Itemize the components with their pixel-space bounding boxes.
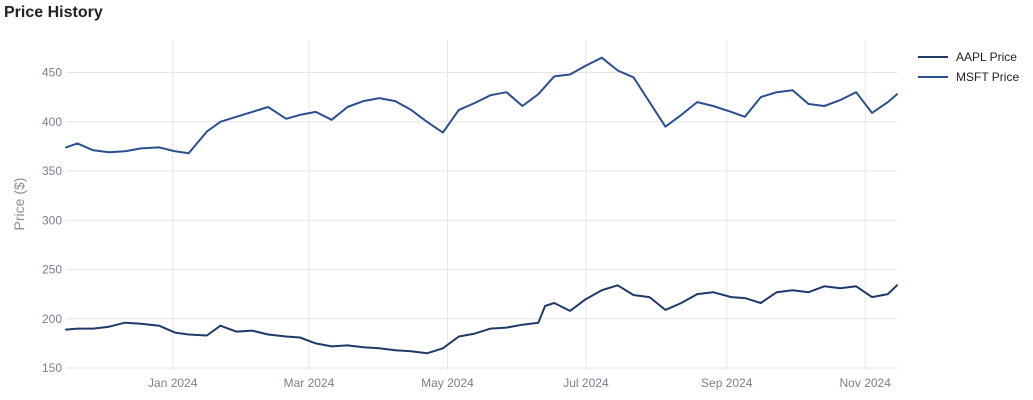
- y-tick-label: 300: [42, 213, 62, 227]
- grid-layer: [66, 40, 897, 370]
- series-layer: [65, 56, 898, 355]
- y-tick-label: 200: [42, 312, 62, 326]
- series-line-msft-price: [65, 56, 898, 155]
- legend: AAPL Price MSFT Price: [918, 47, 1019, 87]
- legend-item-aapl-price[interactable]: AAPL Price: [918, 47, 1019, 67]
- x-tick-label: Nov 2024: [840, 376, 892, 390]
- y-tick-label: 350: [42, 164, 62, 178]
- y-tick-label: 400: [42, 115, 62, 129]
- y-axis-title: Price ($): [11, 178, 27, 231]
- chart-title: Price History: [4, 4, 103, 21]
- legend-swatch: [918, 76, 948, 78]
- x-tick-label: Mar 2024: [284, 376, 335, 390]
- legend-label: AAPL Price: [956, 50, 1017, 64]
- x-tick-label: Jan 2024: [148, 376, 198, 390]
- series-line-aapl-price: [65, 284, 898, 355]
- legend-item-msft-price[interactable]: MSFT Price: [918, 67, 1019, 87]
- y-tick-label: 250: [42, 263, 62, 277]
- legend-swatch: [918, 56, 948, 58]
- legend-label: MSFT Price: [956, 70, 1020, 84]
- y-tick-label: 150: [42, 361, 62, 375]
- axis-layer: 150 200 250 300 350 400 450 Jan 2024 Mar 2024 May…: [42, 66, 891, 390]
- x-tick-label: Jul 2024: [563, 376, 609, 390]
- x-tick-label: Sep 2024: [701, 376, 753, 390]
- y-tick-label: 450: [42, 66, 62, 80]
- x-tick-label: May 2024: [421, 376, 474, 390]
